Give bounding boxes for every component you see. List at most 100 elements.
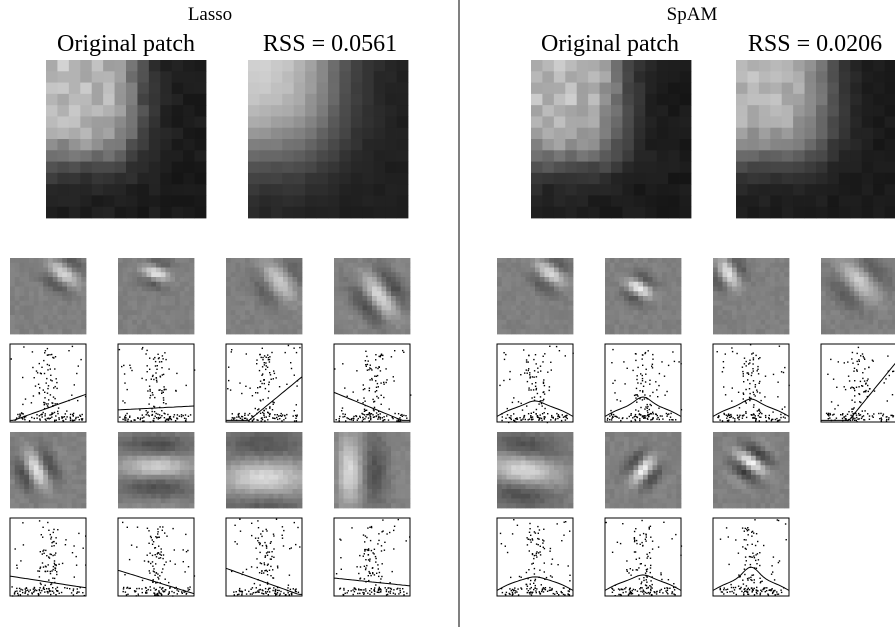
point — [397, 587, 399, 590]
point — [399, 420, 402, 422]
pixel — [148, 150, 161, 162]
pixel — [10, 503, 16, 509]
point — [277, 567, 279, 569]
pixel — [838, 139, 851, 151]
pixel — [553, 150, 566, 162]
point — [364, 550, 366, 552]
pixel — [386, 498, 392, 504]
point — [44, 397, 46, 399]
pixel — [127, 305, 133, 311]
pixel — [254, 470, 260, 476]
point — [39, 418, 41, 420]
pixel — [170, 300, 176, 306]
pixel — [175, 460, 181, 466]
point — [535, 408, 538, 411]
point — [268, 569, 271, 571]
point — [159, 526, 161, 528]
pixel — [850, 150, 863, 162]
pixel — [29, 286, 35, 292]
pixel — [376, 272, 382, 278]
point — [122, 400, 124, 402]
pixel — [165, 281, 171, 287]
point — [156, 381, 158, 383]
pixel — [67, 310, 73, 316]
point — [251, 522, 253, 524]
point — [239, 530, 242, 532]
pixel — [249, 296, 255, 302]
pixel — [151, 310, 157, 316]
pixel — [48, 315, 54, 321]
pixel — [141, 432, 147, 438]
point — [147, 560, 150, 563]
pixel — [531, 127, 543, 140]
point — [383, 549, 386, 551]
pixel — [372, 300, 378, 306]
pixel — [624, 262, 630, 268]
pixel — [816, 206, 828, 219]
pixel — [81, 258, 87, 264]
pixel — [334, 432, 340, 438]
pixel — [43, 296, 49, 302]
pixel — [46, 184, 58, 196]
pixel — [367, 460, 373, 466]
pixel — [282, 184, 295, 196]
pixel — [576, 195, 589, 208]
pixel — [179, 272, 185, 278]
pixel — [264, 432, 270, 438]
point — [367, 527, 369, 529]
point — [43, 359, 45, 362]
pixel — [67, 296, 73, 302]
point — [558, 350, 561, 352]
pixel — [165, 267, 171, 273]
pixel — [328, 139, 340, 151]
pixel — [14, 470, 20, 476]
point — [155, 594, 157, 596]
pixel — [165, 296, 171, 302]
pixel — [576, 105, 589, 117]
point — [146, 365, 148, 367]
point — [52, 568, 54, 571]
pixel — [48, 498, 54, 504]
pixel — [71, 329, 77, 335]
pixel — [297, 493, 303, 499]
point — [72, 594, 75, 596]
pixel — [175, 446, 181, 452]
point — [528, 368, 530, 370]
point — [365, 567, 367, 569]
pixel — [516, 262, 522, 268]
point — [281, 420, 283, 422]
point — [11, 595, 14, 597]
pixel — [334, 272, 340, 278]
pixel — [179, 465, 185, 471]
point — [249, 593, 252, 595]
point — [73, 545, 75, 547]
point — [62, 420, 65, 422]
pixel — [43, 484, 49, 490]
pixel — [19, 315, 25, 321]
pixel — [268, 272, 274, 278]
point — [398, 420, 401, 422]
pixel — [179, 286, 185, 292]
pixel — [189, 305, 195, 311]
point — [272, 403, 274, 405]
point — [542, 381, 545, 383]
point — [261, 570, 263, 572]
pixel — [156, 310, 162, 316]
point — [362, 388, 365, 391]
pixel — [563, 319, 569, 325]
pixel — [662, 262, 668, 268]
pixel — [254, 324, 260, 330]
point — [543, 418, 545, 420]
pixel — [268, 465, 274, 471]
pixel — [148, 161, 161, 174]
point — [394, 350, 396, 352]
pixel — [530, 300, 536, 306]
pixel — [501, 277, 507, 283]
point — [296, 414, 298, 416]
pixel — [643, 319, 649, 325]
point — [164, 589, 166, 591]
point — [281, 415, 283, 417]
pixel — [230, 498, 236, 504]
pixel — [127, 300, 133, 306]
point — [251, 415, 253, 417]
